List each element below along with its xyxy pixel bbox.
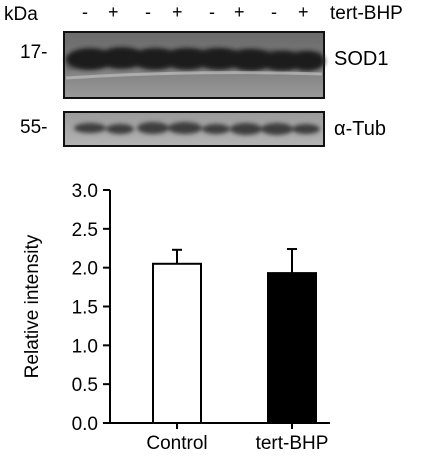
y-axis-label: Relative intensity [22,234,43,378]
bar-chart: 0.0 0.5 1.0 1.5 2.0 2.5 3.0 Relative intensity C… [22,181,330,454]
y-tick-label: 1.0 [72,336,98,357]
tubulin-label: α-Tub [334,118,386,140]
y-tick-label: 3.0 [72,181,98,202]
x-tick-label: Control [146,433,207,454]
kda-label: kDa [4,4,38,25]
lane-sign: + [172,2,183,22]
y-tick-label: 2.0 [72,259,98,280]
marker-17: 17- [20,42,48,63]
x-tick-label: tert-BHP [256,433,329,454]
bar [267,272,317,424]
lane-sign: - [82,2,88,22]
marker-55: 55- [20,117,48,138]
y-tick-label: 1.5 [72,298,98,319]
y-tick-label: 0.0 [72,414,98,435]
lane-sign: - [209,2,215,22]
sod1-blot [63,31,325,99]
lane-sign: + [298,2,309,22]
bar [152,262,202,424]
y-tick-label: 2.5 [72,220,98,241]
sod1-label: SOD1 [334,48,389,70]
treatment-label: tert-BHP [330,3,403,24]
blot-images [63,31,325,147]
y-tick-label: 0.5 [72,375,98,396]
tubulin-blot [63,111,325,147]
lane-sign: - [145,2,151,22]
lane-sign: - [271,2,277,22]
lane-sign: + [108,2,119,22]
lane-sign: + [234,2,245,22]
